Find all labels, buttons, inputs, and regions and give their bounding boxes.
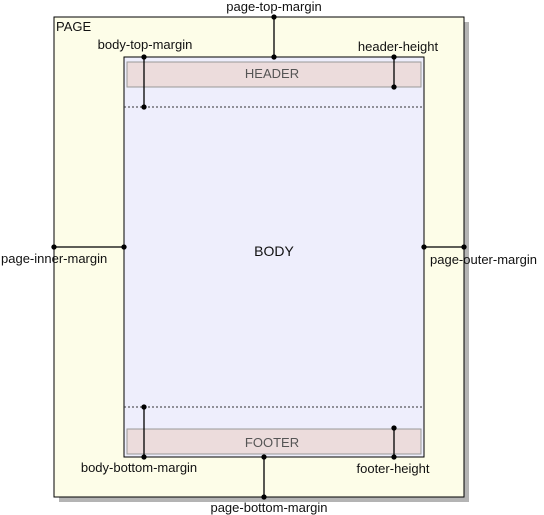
- footer-height-connector: [391, 425, 397, 460]
- header-height-connector: [391, 54, 397, 90]
- page-bottom-margin-connector: [261, 454, 267, 500]
- body-bottom-margin-label: body-bottom-margin: [80, 460, 198, 475]
- header-label: HEADER: [244, 66, 300, 81]
- page-bottom-margin-label: page-bottom-margin: [210, 500, 328, 515]
- page-label: PAGE: [56, 19, 92, 34]
- body-bottom-margin-connector: [141, 404, 147, 460]
- page-inner-margin-connector: [51, 244, 127, 250]
- body-label: BODY: [254, 243, 294, 259]
- header-rect: [126, 61, 422, 88]
- page-top-margin-label: page-top-margin: [226, 0, 322, 14]
- header-height-label: header-height: [357, 39, 439, 54]
- body-top-margin-label: body-top-margin: [97, 37, 193, 52]
- footer-rect: [126, 428, 422, 455]
- page-outer-margin-connector: [421, 244, 467, 250]
- page-inner-margin-label: page-inner-margin: [1, 251, 108, 266]
- page-top-margin-connector: [271, 14, 277, 60]
- footer-label: FOOTER: [244, 435, 300, 450]
- footer-height-label: footer-height: [356, 461, 430, 476]
- body-top-margin-connector: [141, 54, 147, 110]
- page-outer-margin-label: page-outer-margin: [430, 252, 537, 267]
